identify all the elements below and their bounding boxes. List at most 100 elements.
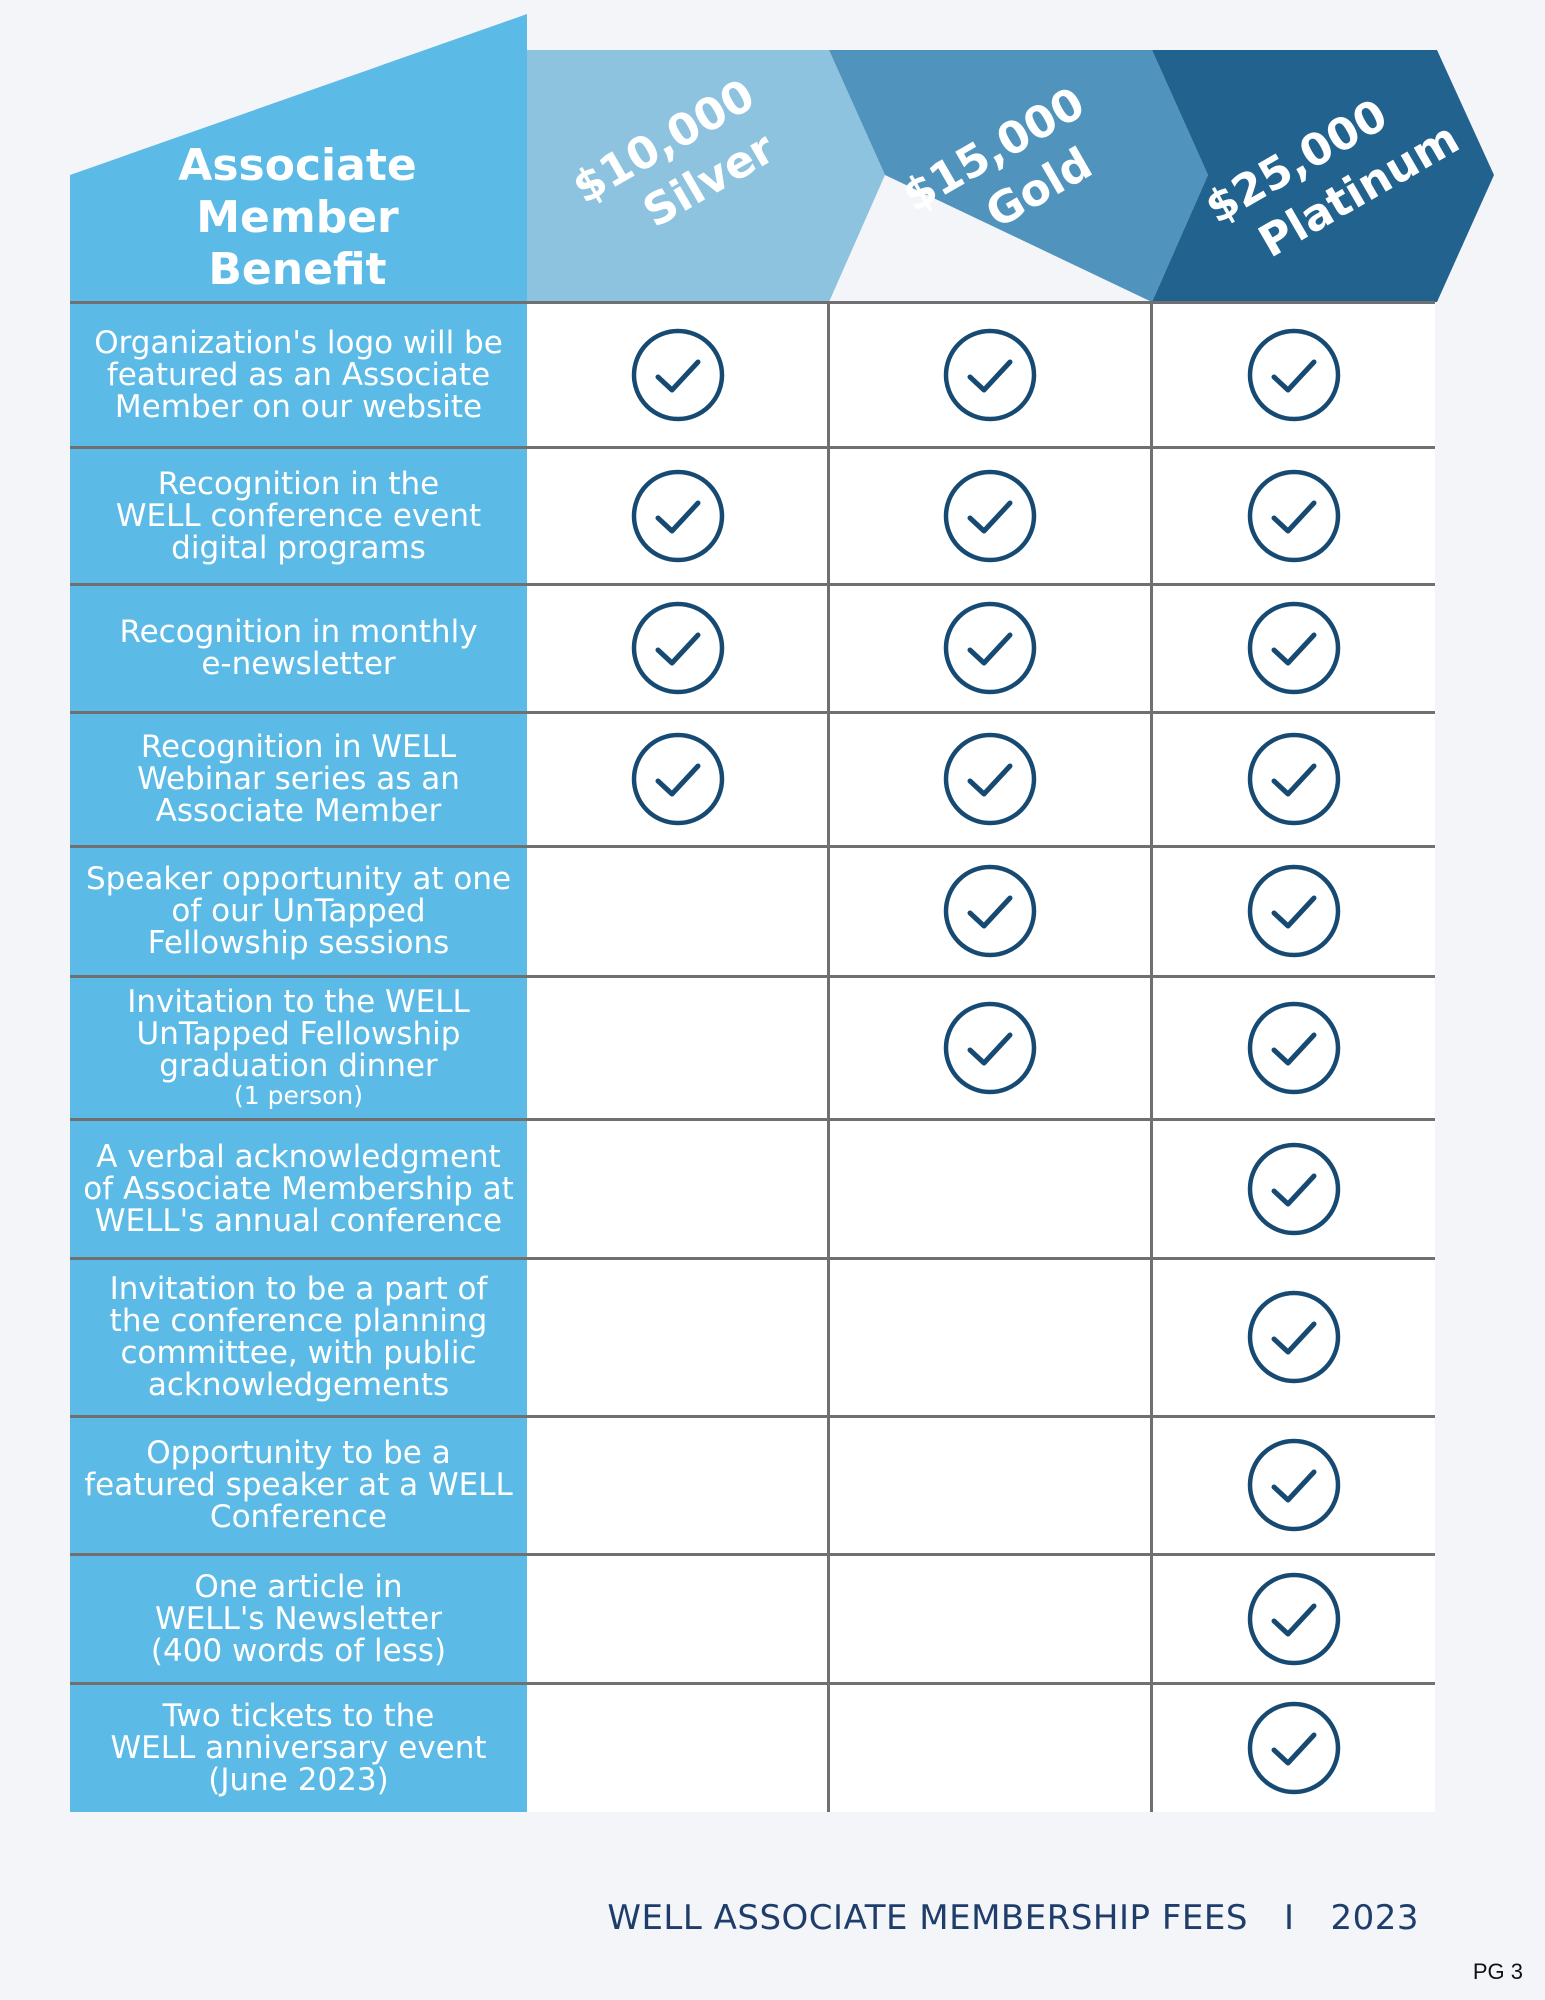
row-divider xyxy=(70,1257,1435,1260)
check-circle-icon xyxy=(631,601,724,695)
tier-cell-platinum xyxy=(1152,976,1435,1119)
check-circle-icon xyxy=(1247,1001,1340,1094)
check-circle-icon xyxy=(631,328,724,421)
tier-header-graphic: $10,000 Silver $15,000 Gold $25,000 Plat… xyxy=(70,14,1494,302)
row-divider xyxy=(70,845,1435,848)
benefit-label-line: the conference planning xyxy=(109,1303,488,1339)
tier-cell-gold xyxy=(828,1416,1152,1554)
benefit-label-line: Invitation to be a part of xyxy=(109,1271,488,1307)
benefit-label: Invitation to the WELL UnTapped Fellowshi… xyxy=(70,976,527,1119)
benefit-label-note: (1 person) xyxy=(233,1080,364,1110)
benefit-title-line: Member xyxy=(196,192,399,243)
benefit-title-background xyxy=(70,14,527,302)
benefit-label-line: WELL anniversary event xyxy=(110,1729,487,1766)
tier-cell-gold xyxy=(828,1554,1152,1683)
benefit-label-line: acknowledgements xyxy=(147,1367,450,1403)
tier-cell-gold xyxy=(828,447,1152,584)
table-row: Recognition in WELL Webinar series as an A… xyxy=(70,712,1435,846)
benefit-label-line: graduation dinner xyxy=(159,1047,438,1084)
benefit-label-line: Speaker opportunity at one xyxy=(85,861,512,897)
tier-cell-gold xyxy=(828,302,1152,447)
table-row: Opportunity to be a featured speaker at a… xyxy=(70,1416,1435,1554)
check-circle-icon xyxy=(943,864,1037,958)
benefit-label-line: e-newsletter xyxy=(201,646,396,682)
tier-cell-platinum xyxy=(1152,302,1435,447)
benefit-label-line: WELL conference event xyxy=(115,497,482,534)
benefit-label: Speaker opportunity at one of our UnTappe… xyxy=(70,846,527,976)
tier-gold-band xyxy=(829,50,1208,302)
table-row: A verbal acknowledgment of Associate Memb… xyxy=(70,1119,1435,1258)
benefit-label: A verbal acknowledgment of Associate Memb… xyxy=(70,1119,527,1258)
benefit-label-line: committee, with public xyxy=(120,1335,477,1371)
benefit-label-line: of our UnTapped xyxy=(171,893,426,929)
tier-cell-gold xyxy=(828,1119,1152,1258)
table-row: Two tickets to the WELL anniversary event… xyxy=(70,1683,1435,1812)
benefit-label-line: Associate Member xyxy=(155,793,442,829)
tier-cell-platinum xyxy=(1152,1416,1435,1554)
table-row: Recognition in the WELL conference event d… xyxy=(70,447,1435,584)
row-divider xyxy=(70,1553,1435,1556)
tier-cell-platinum xyxy=(1152,447,1435,584)
benefit-label-line: featured as an Associate xyxy=(106,356,491,393)
benefit-label-line: of Associate Membership at xyxy=(83,1170,514,1207)
benefit-label-line: WELL's annual conference xyxy=(94,1202,503,1239)
benefit-label-line: Invitation to the WELL xyxy=(127,983,470,1020)
table-row: Organization's logo will be featured as a… xyxy=(70,302,1435,447)
tier-cell-silver xyxy=(527,447,828,584)
footer-doc-title: WELL ASSOCIATE MEMBERSHIP FEES xyxy=(607,1898,1248,1938)
benefit-label-line: Recognition in the xyxy=(157,465,440,502)
benefit-label: Two tickets to the WELL anniversary event… xyxy=(70,1683,527,1812)
row-divider xyxy=(70,1118,1435,1121)
benefit-label-line: (400 words of less) xyxy=(150,1632,447,1669)
benefit-label-line: Two tickets to the xyxy=(162,1697,435,1734)
row-divider xyxy=(70,301,1435,304)
benefit-title-line: Benefit xyxy=(208,244,387,295)
check-circle-icon xyxy=(1247,732,1340,826)
check-circle-icon xyxy=(943,732,1037,826)
tier-cell-platinum xyxy=(1152,1119,1435,1258)
check-circle-icon xyxy=(1247,1438,1340,1532)
benefit-label: Opportunity to be a featured speaker at a… xyxy=(70,1416,527,1554)
tier-cell-gold xyxy=(828,1683,1152,1812)
benefit-label-line: UnTapped Fellowship xyxy=(136,1015,461,1052)
benefit-label-line: Webinar series as an xyxy=(137,761,460,797)
tier-cell-gold xyxy=(828,976,1152,1119)
tier-cell-silver xyxy=(527,712,828,846)
tier-cell-platinum xyxy=(1152,1554,1435,1683)
table-row: Recognition in monthly e-newsletter xyxy=(70,584,1435,712)
tier-platinum-band xyxy=(1152,50,1494,302)
check-circle-icon xyxy=(1247,1701,1340,1794)
tier-cell-gold xyxy=(828,584,1152,712)
benefit-label: Organization's logo will be featured as a… xyxy=(70,302,527,447)
benefit-label-line: WELL's Newsletter xyxy=(155,1600,442,1637)
tier-cell-platinum xyxy=(1152,584,1435,712)
check-circle-icon xyxy=(1247,864,1340,958)
check-circle-icon xyxy=(943,469,1037,562)
benefit-label-line: Recognition in monthly xyxy=(119,614,478,650)
tier-cell-gold xyxy=(828,846,1152,976)
tier-cell-platinum xyxy=(1152,712,1435,846)
row-divider xyxy=(70,583,1435,586)
check-circle-icon xyxy=(1247,469,1340,562)
column-divider xyxy=(1150,301,1153,1812)
benefit-label-line: featured speaker at a WELL xyxy=(84,1467,513,1503)
tier-cell-silver xyxy=(527,1416,828,1554)
tier-cell-silver xyxy=(527,1119,828,1258)
benefit-label-line: A verbal acknowledgment xyxy=(96,1138,501,1175)
check-circle-icon xyxy=(1247,1290,1340,1384)
table-row: Invitation to be a part of the conference… xyxy=(70,1258,1435,1416)
benefit-label: Recognition in monthly e-newsletter xyxy=(70,584,527,712)
check-circle-icon xyxy=(1247,1572,1340,1665)
tier-cell-silver xyxy=(527,1258,828,1416)
tier-cell-silver xyxy=(527,302,828,447)
row-divider xyxy=(70,1415,1435,1418)
benefit-label-line: Opportunity to be a xyxy=(146,1435,451,1471)
check-circle-icon xyxy=(943,1001,1037,1094)
page-number: PG 3 xyxy=(1472,1959,1523,1984)
row-divider xyxy=(70,1682,1435,1685)
check-circle-icon xyxy=(631,469,724,562)
benefit-label: Invitation to be a part of the conference… xyxy=(70,1258,527,1416)
row-divider xyxy=(70,446,1435,449)
row-divider xyxy=(70,711,1435,714)
benefit-label-line: digital programs xyxy=(171,529,426,566)
